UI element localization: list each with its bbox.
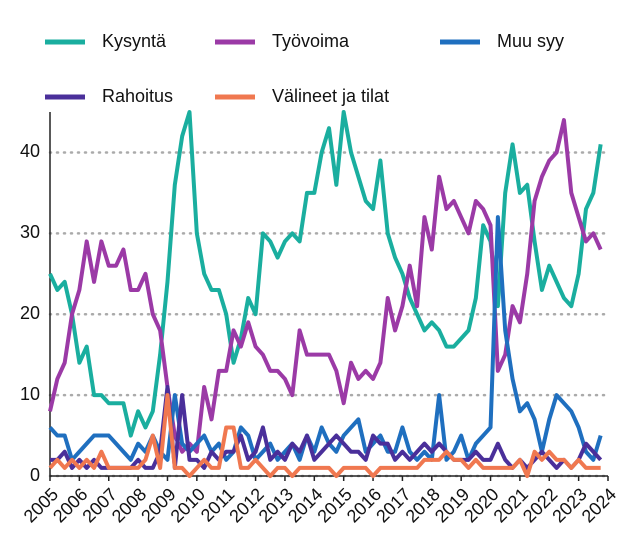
legend-label: Muu syy xyxy=(497,31,564,51)
x-tick-label: 2024 xyxy=(578,484,620,526)
y-tick-label: 30 xyxy=(20,222,40,242)
y-tick-label: 10 xyxy=(20,384,40,404)
series-line xyxy=(48,215,603,462)
series-line xyxy=(48,110,603,438)
y-tick-label: 20 xyxy=(20,303,40,323)
legend-label: Työvoima xyxy=(272,31,350,51)
y-tick-label: 0 xyxy=(30,465,40,485)
legend-label: Välineet ja tilat xyxy=(272,86,389,106)
series-line xyxy=(48,118,603,454)
legend-label: Kysyntä xyxy=(102,31,167,51)
legend-label: Rahoitus xyxy=(102,86,173,106)
y-tick-label: 40 xyxy=(20,141,40,161)
series-line xyxy=(48,393,601,478)
